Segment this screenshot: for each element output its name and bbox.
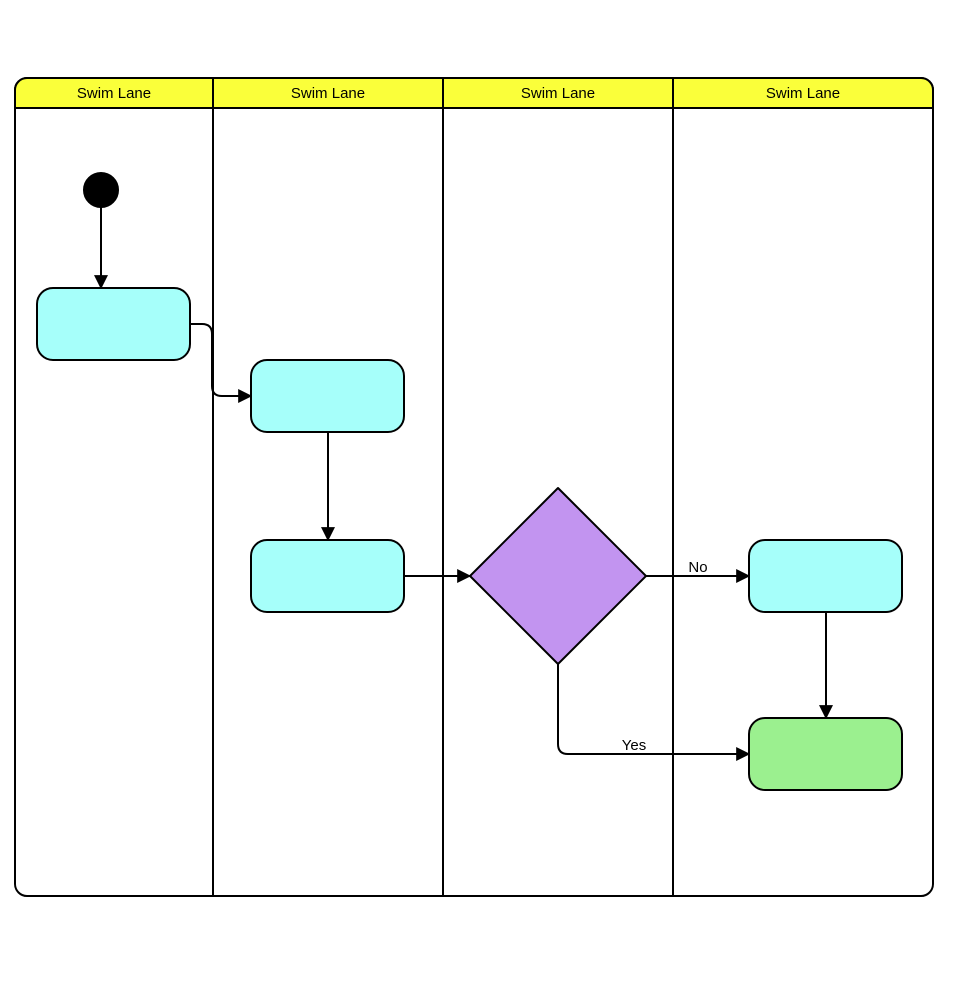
lane-header-label: Swim Lane [766,85,840,102]
nodes [37,173,902,790]
process-node-a4 [749,540,902,612]
edge-e_a1_a2 [190,324,251,396]
decision-node [470,488,646,664]
edge-label-e_dec_a4: No [688,559,707,576]
process-node-a2 [251,360,404,432]
process-node-end [749,718,902,790]
edge-e_dec_end [558,664,749,754]
lane-header-label: Swim Lane [521,85,595,102]
start-node [84,173,118,207]
process-node-a3 [251,540,404,612]
edge-label-e_dec_end: Yes [622,737,646,754]
lane-header-label: Swim Lane [291,85,365,102]
edges: No Yes [101,207,826,754]
process-node-a1 [37,288,190,360]
lane-header-label: Swim Lane [77,85,151,102]
